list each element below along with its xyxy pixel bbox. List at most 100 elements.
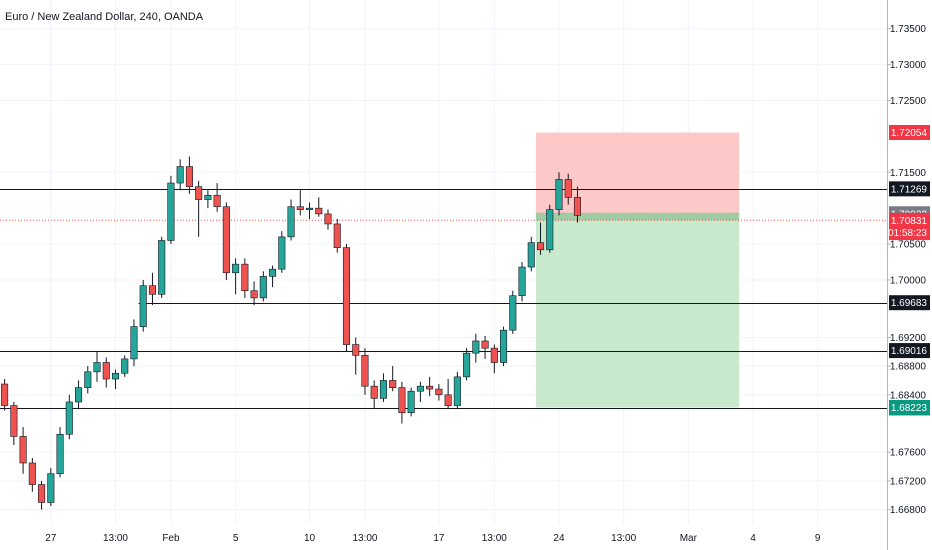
price-tag: 1.72054 <box>889 125 930 141</box>
take-profit-zone[interactable] <box>535 213 740 408</box>
time-tick-label: 13:00 <box>482 533 507 544</box>
candle-body <box>75 387 83 403</box>
time-tick-label: 4 <box>750 533 756 544</box>
price-tag: 1.69016 <box>889 343 930 359</box>
candle-body <box>324 213 332 225</box>
candle-body <box>296 206 304 210</box>
horizontal-levels[interactable] <box>0 189 887 409</box>
candle-body <box>158 240 166 295</box>
price-tag-label: 1.71269 <box>891 184 928 195</box>
price-tag-label: 1.70831 <box>891 216 928 227</box>
time-tick-label: 17 <box>433 533 445 544</box>
candle-body <box>28 462 36 485</box>
time-axis[interactable]: 27 13:00 Feb 5 10 13:00 17 13:00 24 13:00 Mar 4 9 <box>45 533 821 544</box>
candle-body <box>573 197 582 216</box>
candle-body <box>379 380 387 399</box>
candle-body <box>444 394 452 406</box>
candle-body <box>352 344 360 356</box>
candle-body <box>518 266 526 297</box>
candle-body <box>222 206 230 274</box>
candle-body <box>416 385 424 392</box>
candle-body <box>370 385 378 399</box>
candle-body <box>93 362 101 373</box>
candle-body <box>315 207 323 215</box>
candle-body <box>546 209 554 251</box>
candle-body <box>269 268 277 277</box>
candle-body <box>564 179 572 198</box>
candle-body <box>232 263 240 274</box>
price-tag-label: 1.72054 <box>891 128 928 139</box>
price-tag-bg <box>889 399 930 415</box>
candle-body <box>65 401 73 435</box>
candle-body <box>47 473 55 503</box>
candle-body <box>342 247 351 345</box>
price-tick-label: 1.72500 <box>890 96 927 107</box>
price-tag-bg <box>889 181 930 197</box>
candle-body <box>10 405 18 437</box>
price-tag: 1.71269 <box>889 181 930 197</box>
price-tag-label: 1.69683 <box>891 298 928 309</box>
time-tick-label: 9 <box>815 533 821 544</box>
time-tick-label: 5 <box>233 533 239 544</box>
candle-body <box>139 285 147 327</box>
stop-loss-zone[interactable] <box>535 132 740 214</box>
price-tag-bg <box>889 212 930 228</box>
candle-body <box>435 388 443 396</box>
candle-body <box>259 276 267 299</box>
candle-body <box>407 390 415 414</box>
time-tick-label: 27 <box>45 533 57 544</box>
time-tick-label: Feb <box>162 533 180 544</box>
price-tag-bg <box>889 343 930 359</box>
price-tick-label: 1.73500 <box>890 24 927 35</box>
candle-body <box>536 242 545 251</box>
candle-body <box>185 166 193 187</box>
candle-body <box>167 182 175 241</box>
price-tag: 1.68223 <box>889 399 930 415</box>
price-axis[interactable]: 1.73500 1.73000 1.72500 1.71500 1.70500 1.700… <box>887 24 926 516</box>
candle-body <box>389 380 397 388</box>
price-tick-label: 1.73000 <box>890 60 927 71</box>
candle-body <box>490 347 498 363</box>
bar-countdown-tag-bg <box>889 225 930 241</box>
price-tick-label: 1.66800 <box>890 505 927 516</box>
candle-body <box>195 186 203 200</box>
price-tick-label: 1.68800 <box>890 362 927 373</box>
candle-body <box>148 285 156 295</box>
candle-body <box>204 194 212 200</box>
candle-body <box>333 223 341 248</box>
candle-body <box>213 194 221 208</box>
candle-body <box>38 484 46 503</box>
bar-countdown-tag: 01:58:23 <box>888 225 930 241</box>
price-tags: 1.720541.712691.709221.708311.696831.690… <box>888 125 930 416</box>
candle-body <box>56 433 64 475</box>
candle-body <box>278 236 286 270</box>
time-tick-label: 10 <box>304 533 316 544</box>
candle-body <box>472 340 480 354</box>
chart-grid <box>0 0 887 524</box>
candle-body <box>130 326 138 360</box>
candle-body <box>241 263 249 292</box>
bar-countdown-tag-label: 01:58:23 <box>888 228 927 239</box>
price-tag-bg <box>889 125 930 141</box>
candle-body <box>121 358 129 374</box>
price-tick-label: 1.67200 <box>890 476 927 487</box>
candle-body <box>398 387 406 414</box>
candle-body <box>84 371 92 388</box>
price-tick-label: 1.70500 <box>890 240 927 251</box>
candlesticks <box>1 156 582 510</box>
entry-band <box>535 212 740 221</box>
price-tag-label: 1.68223 <box>891 403 928 414</box>
candle-body <box>250 290 258 299</box>
candle-body <box>1 383 9 406</box>
time-tick-label: 13:00 <box>352 533 377 544</box>
candle-body <box>509 295 517 331</box>
time-tick-label: Mar <box>680 533 698 544</box>
candle-body <box>500 329 508 363</box>
price-tag: 1.70831 <box>889 212 930 228</box>
position-zones[interactable] <box>535 132 740 408</box>
candle-body <box>102 362 110 380</box>
price-tag-bg <box>889 295 930 311</box>
time-tick-label: 13:00 <box>611 533 636 544</box>
candle-body <box>453 376 461 406</box>
